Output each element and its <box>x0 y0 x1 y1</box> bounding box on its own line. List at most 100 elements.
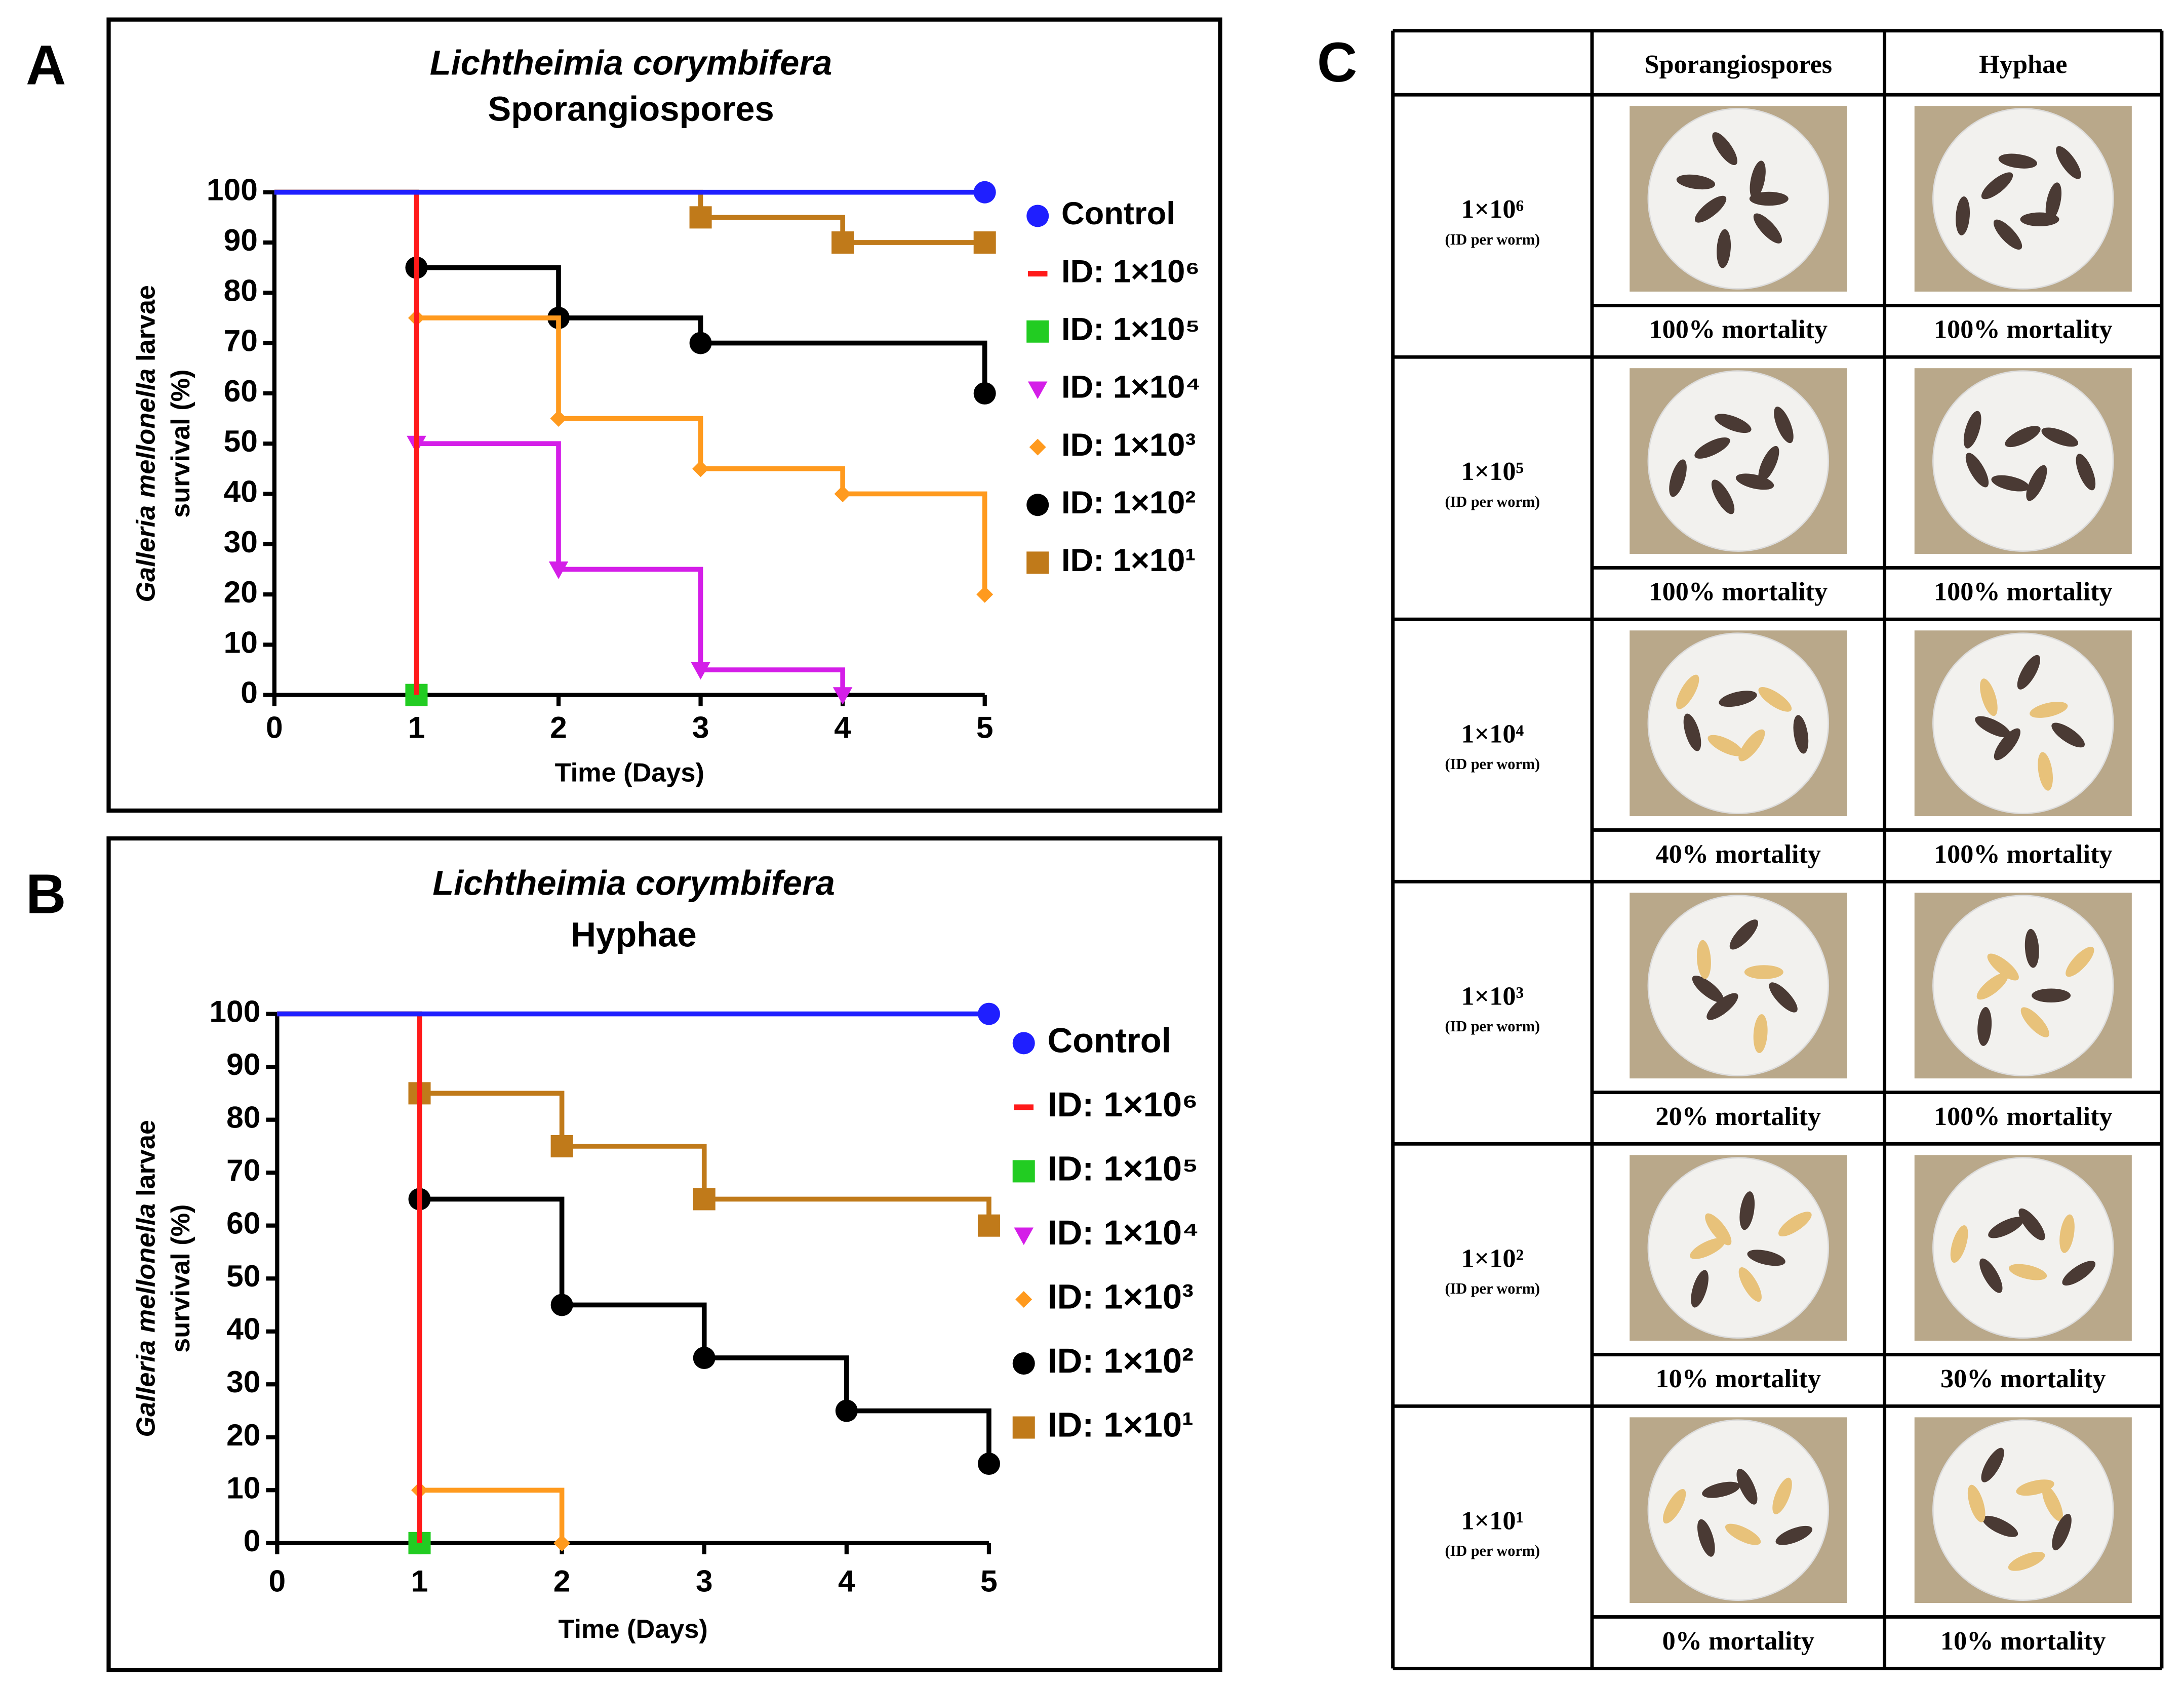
marker <box>831 231 854 254</box>
x-axis-label: Time (Days) <box>555 758 704 787</box>
legend-label: ID: 1×10² <box>1061 485 1196 520</box>
larva <box>2032 988 2071 1003</box>
petri-dish <box>1932 108 2114 290</box>
y-axis-label: survival (%) <box>166 370 195 518</box>
larva <box>2016 1479 2054 1496</box>
marker <box>977 1002 1000 1025</box>
larva <box>1706 993 1738 1020</box>
x-tick-label: 4 <box>834 710 851 744</box>
marker <box>1026 205 1049 227</box>
larva <box>2008 1264 2047 1280</box>
dose-unit: (ID per worm) <box>1445 493 1540 510</box>
x-tick-label: 0 <box>266 710 283 744</box>
mortality-label: 100% mortality <box>1649 315 1828 344</box>
mortality-label: 10% mortality <box>1940 1626 2106 1656</box>
larva <box>1772 1477 1792 1514</box>
larva <box>1747 1250 1785 1266</box>
y-tick-label: 0 <box>244 1523 261 1558</box>
legend-label: ID: 1×10⁴ <box>1047 1213 1199 1252</box>
petri-dish <box>1647 1157 1830 1339</box>
marker <box>693 1346 716 1369</box>
legend-label: ID: 1×10¹ <box>1047 1405 1194 1444</box>
larva <box>1976 973 2008 1000</box>
larva <box>2056 146 2081 179</box>
larva <box>1744 965 1783 979</box>
y-axis-label-italic: Galleria mellonella <box>131 369 161 602</box>
marker <box>832 687 853 705</box>
dose-label: 1×10³ <box>1461 981 1524 1011</box>
larva <box>1738 1267 1762 1302</box>
marker <box>550 1135 573 1157</box>
chart-subtitle: Sporangiospores <box>488 89 774 128</box>
larva <box>1998 153 2037 169</box>
mortality-label: 40% mortality <box>1656 839 1821 869</box>
petri-dish <box>1647 370 1830 552</box>
y-tick-label: 40 <box>226 1312 260 1346</box>
petri-dish <box>1647 895 1830 1076</box>
mortality-label: 30% mortality <box>1940 1364 2106 1393</box>
y-tick-label: 70 <box>226 1153 260 1187</box>
larva <box>1692 975 1724 1002</box>
y-tick-label: 20 <box>226 1418 260 1452</box>
legend-label: ID: 1×10⁶ <box>1047 1085 1198 1124</box>
larva <box>2026 465 2047 501</box>
y-tick-label: 90 <box>226 1047 260 1081</box>
larva <box>2017 655 2041 690</box>
larva <box>2042 1485 2063 1521</box>
petri-dish <box>1932 1157 2114 1339</box>
larva <box>1987 953 2019 981</box>
legend-label: ID: 1×10⁴ <box>1061 370 1201 405</box>
legend-label: ID: 1×10³ <box>1047 1277 1194 1316</box>
marker <box>1026 494 1049 516</box>
larva <box>1691 1270 1709 1308</box>
larva <box>1769 982 1798 1013</box>
larva <box>1717 229 1731 268</box>
larva <box>1991 475 2030 492</box>
y-tick-label: 80 <box>226 1100 260 1135</box>
larva <box>1758 446 1779 482</box>
y-tick-label: 60 <box>226 1206 260 1240</box>
larva <box>1753 1014 1768 1054</box>
dose-label: 1×10⁴ <box>1461 719 1524 748</box>
panel-label: C <box>1317 31 1357 94</box>
x-axis-label: Time (Days) <box>559 1615 708 1644</box>
larva <box>1683 713 1701 751</box>
x-tick-label: 4 <box>838 1564 855 1598</box>
larva <box>1775 1525 1813 1545</box>
mortality-label: 100% mortality <box>1649 577 1828 607</box>
legend-label: ID: 1×10⁶ <box>1061 254 1200 289</box>
y-tick-label: 10 <box>226 1470 260 1505</box>
x-tick-label: 5 <box>980 1564 998 1598</box>
marker <box>1014 1104 1034 1110</box>
larva <box>1662 1489 1686 1524</box>
x-tick-label: 2 <box>553 1564 571 1598</box>
petri-dish <box>1932 895 2114 1076</box>
larva <box>2030 701 2068 718</box>
marker <box>1012 1416 1035 1439</box>
larva <box>1736 1468 1758 1505</box>
mortality-label: 20% mortality <box>1656 1102 1821 1131</box>
larva <box>1965 453 1989 488</box>
larva <box>2008 1551 2045 1571</box>
larva <box>2020 1007 2049 1037</box>
legend-label: ID: 1×10² <box>1047 1341 1194 1380</box>
larva <box>1676 674 1699 709</box>
y-tick-label: 20 <box>224 575 258 609</box>
larva <box>2066 946 2094 977</box>
mortality-label: 100% mortality <box>1934 1102 2113 1131</box>
y-tick-label: 30 <box>224 525 258 559</box>
chart-title: Lichtheimia corymbifera <box>432 864 835 903</box>
marker <box>691 662 710 680</box>
larva <box>1715 414 1752 433</box>
y-axis-label-italic: Galleria mellonella <box>131 1203 161 1437</box>
column-header: Hyphae <box>1979 50 2067 79</box>
marker <box>977 1214 1000 1237</box>
y-axis-label: survival (%) <box>166 1204 195 1353</box>
larva <box>1981 1448 2004 1482</box>
petri-dish <box>1932 632 2114 814</box>
y-tick-label: 60 <box>224 374 258 408</box>
larva <box>2024 929 2039 968</box>
y-axis-label-text: larvae <box>131 285 161 361</box>
larva <box>1758 687 1792 712</box>
